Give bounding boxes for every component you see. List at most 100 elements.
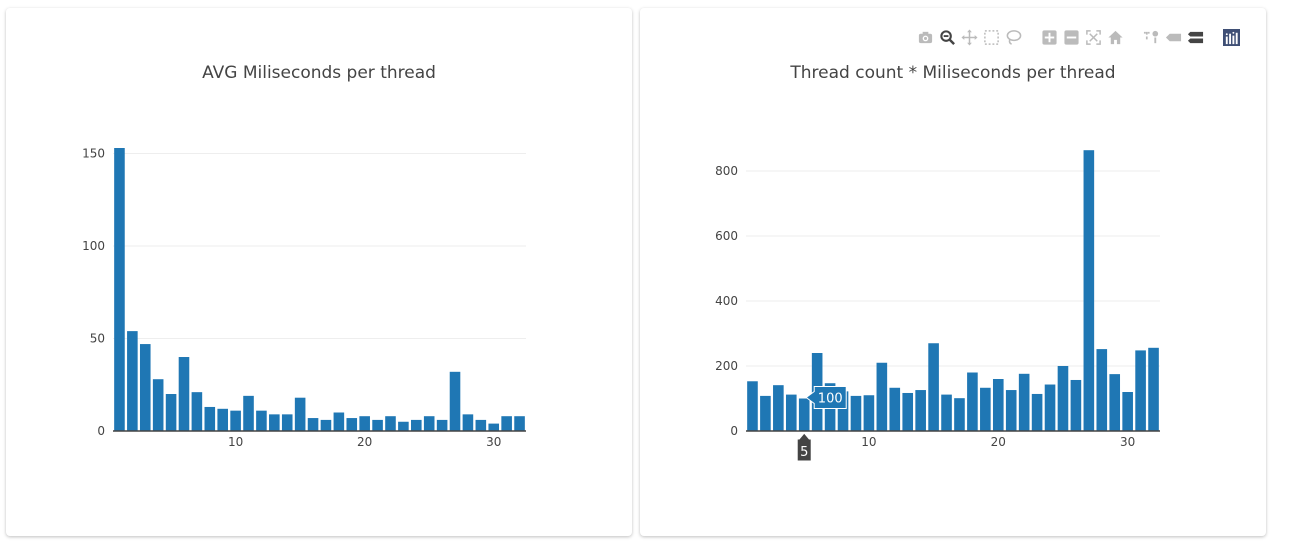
bar[interactable] [514,416,525,431]
modebar [900,26,1242,48]
bar[interactable] [1018,373,1030,431]
bar[interactable] [372,419,383,431]
x-tick-label: 10 [228,435,243,449]
bar[interactable] [191,392,203,431]
modebar-group [1220,26,1242,48]
zoom-icon [939,29,955,45]
pan-button[interactable] [958,26,980,48]
bar[interactable] [876,362,888,431]
bar[interactable] [488,423,500,431]
bar[interactable] [1135,350,1146,431]
bar[interactable] [889,387,901,431]
bar[interactable] [346,418,358,431]
hover-closest-button[interactable] [1162,26,1184,48]
chart-right[interactable]: Thread count * Miliseconds per thread 0 2… [640,8,1266,536]
bar[interactable] [114,148,125,431]
bar[interactable] [269,414,280,431]
box-select-button[interactable] [980,26,1002,48]
spike-lines-button[interactable] [1140,26,1162,48]
bar[interactable] [152,379,164,431]
y-tick-label: 600 [715,229,738,243]
lasso-select-button[interactable] [1002,26,1024,48]
plotly-logo-button[interactable] [1220,26,1242,48]
bar[interactable] [1070,379,1082,431]
autoscale-button[interactable] [1082,26,1104,48]
bar[interactable] [941,394,952,431]
zoom-in-button[interactable] [1038,26,1060,48]
bar[interactable] [747,381,758,431]
bar[interactable] [980,387,991,431]
x-tick-label: 30 [1120,435,1135,449]
bar[interactable] [928,343,939,431]
bar[interactable] [333,412,345,431]
bar[interactable] [773,385,784,431]
bar[interactable] [1122,392,1133,431]
zoom-in-icon [1041,29,1057,45]
bar[interactable] [204,406,216,431]
bar[interactable] [1031,393,1043,431]
bar[interactable] [165,394,177,431]
bar[interactable] [423,416,435,431]
bar[interactable] [307,418,319,431]
bar[interactable] [915,390,926,431]
bar[interactable] [475,419,487,431]
pan-icon [960,28,978,46]
bar[interactable] [1109,374,1121,431]
camera-icon [918,31,932,43]
bar[interactable] [1044,384,1056,431]
home-icon [1107,30,1123,44]
bar[interactable] [967,372,978,432]
bar[interactable] [992,379,1004,431]
bar[interactable] [798,398,810,432]
modebar-group [1038,26,1126,48]
bar[interactable] [863,395,875,431]
bar[interactable] [785,394,797,431]
chart-card-left: AVG Miliseconds per thread 0 50 100 150 10 20… [6,8,632,536]
chart-title: Thread count * Miliseconds per thread [789,63,1115,83]
bar[interactable] [398,421,409,431]
bar[interactable] [256,410,267,431]
bar[interactable] [411,419,422,431]
zoom-out-button[interactable] [1060,26,1082,48]
bar[interactable] [449,371,461,431]
bar[interactable] [462,414,474,431]
y-tick-label: 0 [97,424,105,438]
zoom-button[interactable] [936,26,958,48]
bar[interactable] [850,395,862,431]
hover-label-x: 5 [796,432,812,462]
bar[interactable] [760,395,771,431]
bar[interactable] [281,414,293,431]
x-tick-label: 20 [357,435,372,449]
bar[interactable] [243,395,254,431]
bar[interactable] [294,397,306,431]
bar[interactable] [436,419,448,431]
bar[interactable] [127,331,138,431]
chart-left[interactable]: AVG Miliseconds per thread 0 50 100 150 10 20… [6,8,632,536]
bar[interactable] [178,357,190,431]
bar[interactable] [139,344,151,431]
chart-title: AVG Miliseconds per thread [202,63,436,83]
bar[interactable] [1057,366,1069,431]
bar[interactable] [1083,150,1095,431]
bar[interactable] [954,398,965,431]
y-tick-label: 400 [715,294,738,308]
bar[interactable] [1005,390,1017,431]
bar[interactable] [385,416,396,431]
home-button[interactable] [1104,26,1126,48]
hover-compare-button[interactable] [1184,26,1206,48]
bar[interactable] [501,416,512,431]
bar[interactable] [359,416,370,431]
bar[interactable] [320,419,332,431]
bar[interactable] [230,410,241,431]
x-tick-label: 10 [861,435,876,449]
bar[interactable] [217,408,228,431]
y-tick-label: 0 [730,424,738,438]
lasso-select-icon [1006,29,1021,45]
bar[interactable] [1096,349,1108,431]
bar[interactable] [1148,347,1159,431]
bar[interactable] [837,391,849,431]
hover-compare-icon [1187,31,1203,43]
camera-button[interactable] [914,26,936,48]
bar[interactable] [902,392,914,431]
chart-card-right: Thread count * Miliseconds per thread 0 2… [640,8,1266,536]
